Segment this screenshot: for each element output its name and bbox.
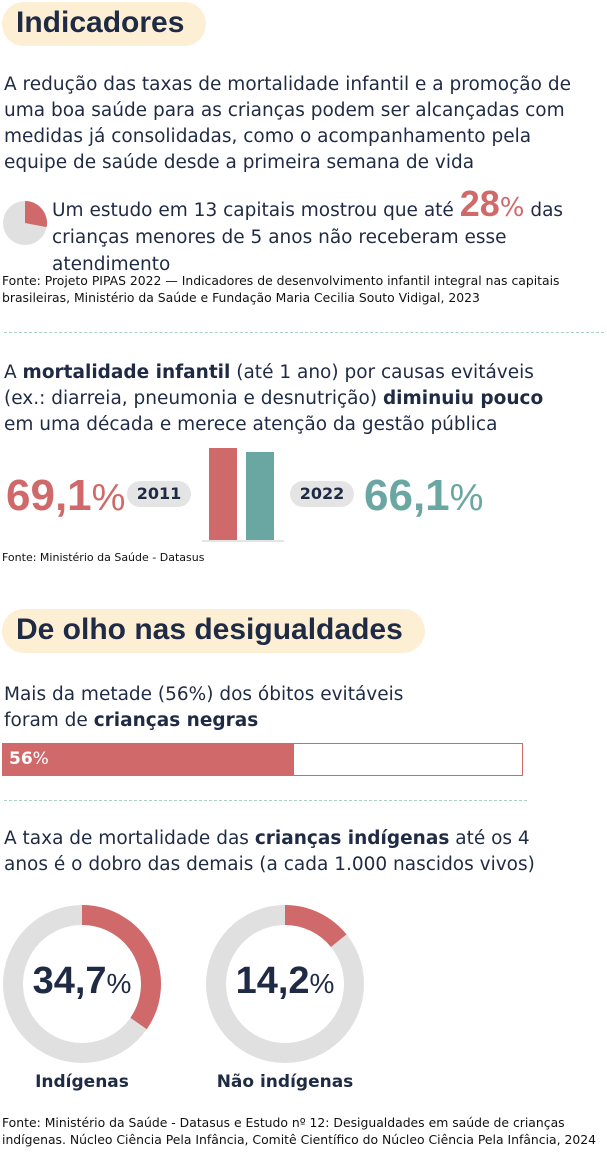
- indigenous-paragraph: A taxa de mortalidade das crianças indíg…: [4, 826, 599, 878]
- non-indig-value-pct: %: [309, 968, 335, 999]
- mortality-text-d: (ex.: diarreia, pneumonia e desnutrição): [4, 388, 383, 409]
- mortality-paragraph: A mortalidade infantil (até 1 ano) por c…: [4, 360, 599, 438]
- pie-slice-28: [25, 201, 48, 228]
- progress-fill: 56%: [3, 744, 294, 775]
- value-2011-number: 69,1: [6, 471, 92, 520]
- divider-1: [4, 332, 604, 333]
- year-2011-badge: 2011: [127, 481, 191, 507]
- donut-non-indigenous-arc: [284, 905, 347, 948]
- source-2: Fonte: Ministério da Saúde - Datasus: [2, 551, 205, 564]
- indig-value-number: 34,7: [32, 960, 107, 1002]
- donut-non-indigenous-value: 14,2%: [203, 960, 367, 1003]
- indig-text-c: anos é o dobro das demais (a cada 1.000 …: [4, 854, 535, 875]
- mortality-text-a: A: [4, 362, 23, 383]
- study-post2: crianças menores de 5 anos não receberam…: [52, 227, 507, 275]
- bar-2022: [246, 451, 274, 540]
- value-2011: 69,1%: [6, 474, 125, 520]
- mortality-text-bold-2: diminuiu pouco: [382, 388, 544, 409]
- indig-text-bold: crianças indígenas: [254, 828, 450, 849]
- mortality-text-e: em uma década e merece atenção da gestão…: [4, 414, 498, 435]
- donut-non-indigenous: [206, 905, 364, 1063]
- source-3: Fonte: Ministério da Saúde - Datasus e E…: [2, 1115, 597, 1147]
- study-pie: [3, 201, 48, 245]
- black-text-2: foram de: [4, 710, 94, 731]
- mortality-bar-chart: [202, 448, 284, 542]
- donut-indigenous-value: 34,7%: [0, 960, 164, 1003]
- value-2022-pct: %: [449, 477, 484, 519]
- non-indig-value-number: 14,2: [235, 960, 310, 1002]
- source-1: Fonte: Projeto PIPAS 2022 — Indicadores …: [2, 273, 560, 305]
- study-pre: Um estudo em 13 capitais mostrou que até: [52, 200, 454, 221]
- black-text-1: Mais da metade (56%) dos óbitos evitávei…: [4, 684, 404, 705]
- indig-text-a: A taxa de mortalidade das: [4, 828, 255, 849]
- value-2011-pct: %: [91, 477, 126, 519]
- study-value: 28: [459, 183, 500, 224]
- mortality-text-c: (até 1 ano) por causas evitáveis: [230, 362, 534, 383]
- progress-value: 56: [9, 749, 33, 769]
- indig-value-pct: %: [106, 968, 132, 999]
- year-2022-badge: 2022: [290, 481, 354, 507]
- donut-indigenous-label: Indígenas: [35, 1072, 129, 1092]
- study-post1: das: [530, 200, 564, 221]
- black-text-bold: crianças negras: [93, 710, 259, 731]
- indig-text-b: até os 4: [449, 828, 530, 849]
- donut-indigenous-arc: [81, 905, 161, 1030]
- black-children-paragraph: Mais da metade (56%) dos óbitos evitávei…: [4, 682, 599, 734]
- study-pct: %: [499, 193, 525, 223]
- progress-bar: 56%: [2, 743, 523, 776]
- bar-2011: [209, 448, 237, 540]
- section-title-desigualdades: De olho nas desigualdades: [2, 609, 425, 653]
- donut-indigenous: [3, 905, 161, 1063]
- progress-pct: %: [32, 749, 49, 769]
- donut-non-indigenous-label: Não indígenas: [216, 1072, 354, 1092]
- mortality-text-bold-1: mortalidade infantil: [22, 362, 231, 383]
- value-2022-number: 66,1: [364, 471, 450, 520]
- section-title-indicadores: Indicadores: [2, 2, 207, 46]
- value-2022: 66,1%: [364, 474, 483, 520]
- divider-2: [4, 800, 527, 801]
- study-text: Um estudo em 13 capitais mostrou que até…: [52, 186, 602, 278]
- intro-paragraph: A redução das taxas de mortalidade infan…: [4, 74, 571, 173]
